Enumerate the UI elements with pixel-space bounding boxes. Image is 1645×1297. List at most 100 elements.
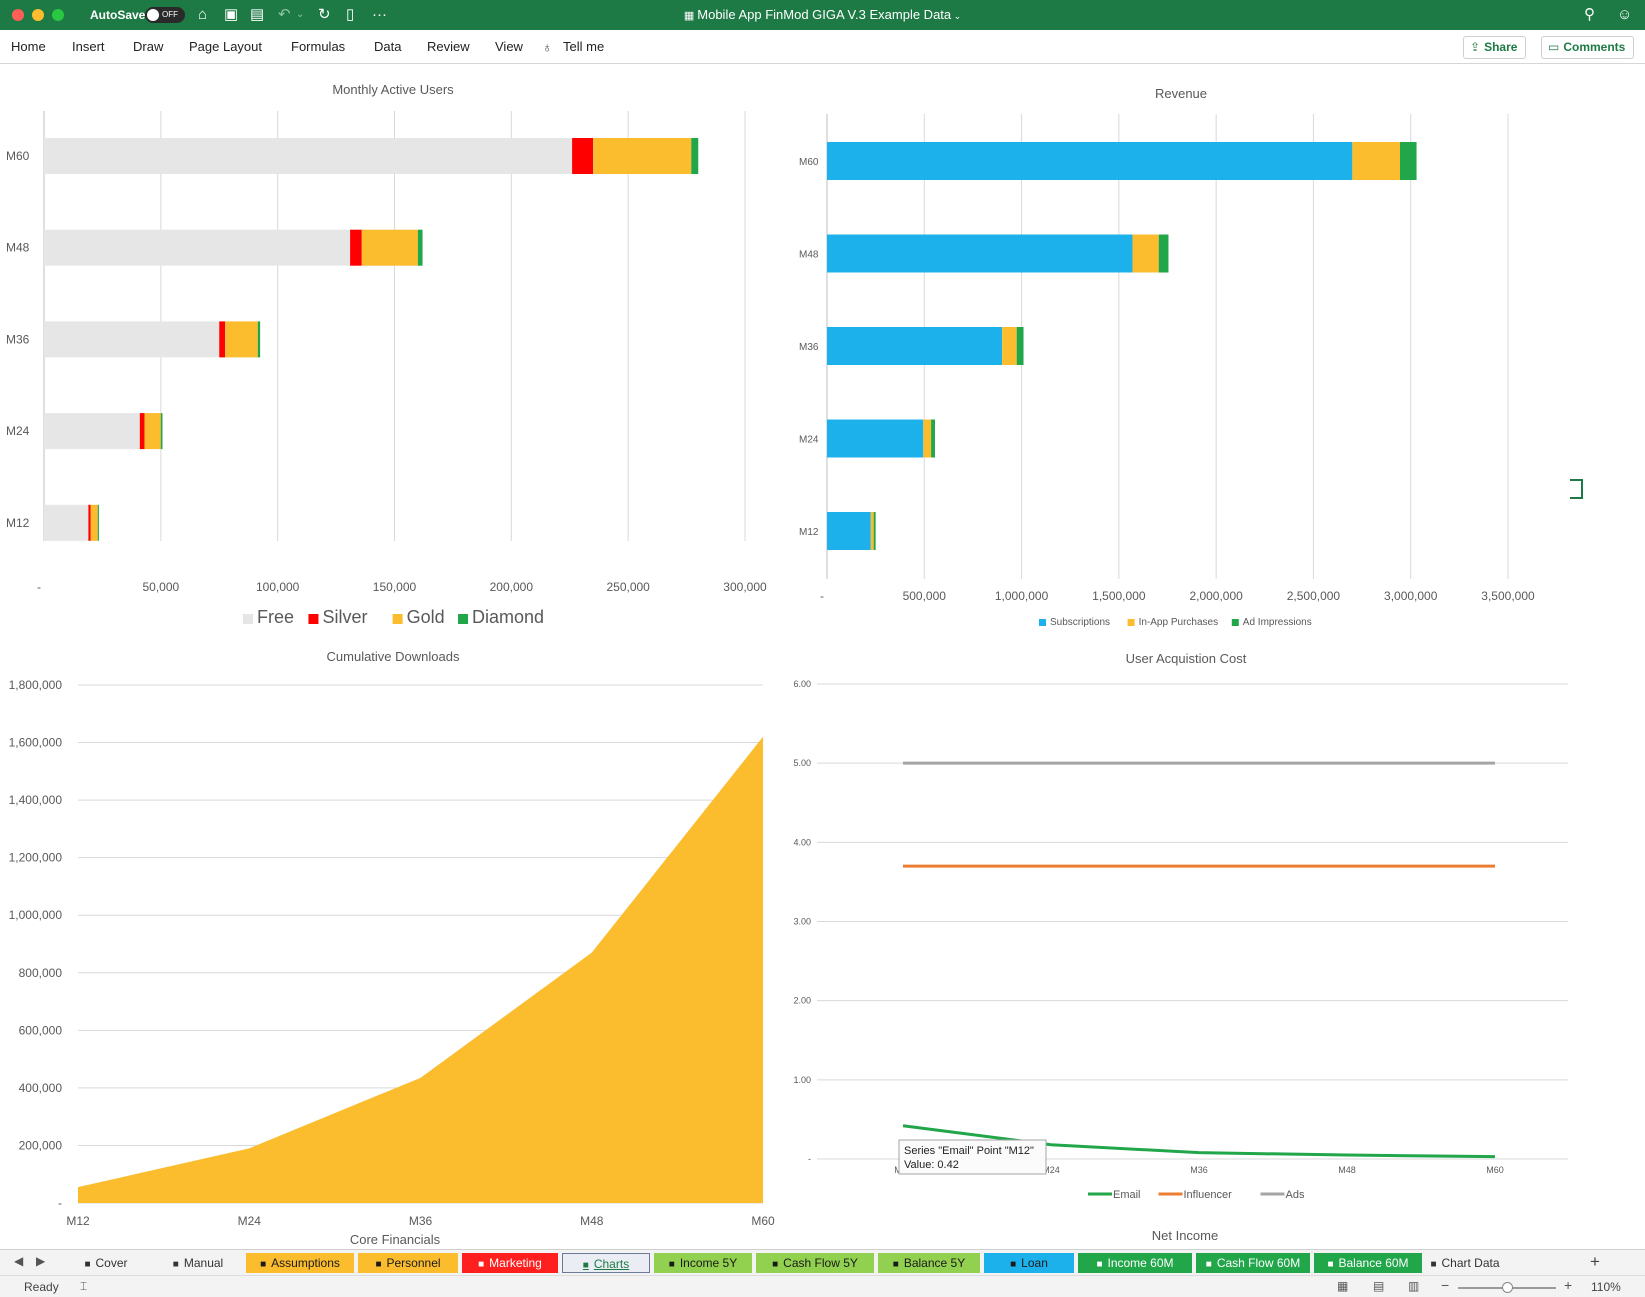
page-break-view-icon[interactable]: ▥	[1408, 1279, 1420, 1293]
x-tick-label: 200,000	[490, 580, 534, 594]
undo-dropdown-icon[interactable]: ⌄	[296, 9, 305, 20]
lock-icon: ■	[1205, 1259, 1212, 1270]
downloads-chart[interactable]: Cumulative Downloads - 200,000 400,000 600,0…	[0, 636, 790, 1248]
y-tick-label: 1,400,000	[9, 793, 63, 807]
bar-segment	[139, 413, 145, 450]
x-tick-label: 1,500,000	[1092, 589, 1146, 603]
uac-chart[interactable]: User Acquistion Cost - 1.00 2.00 3.00 4.00 5.0…	[785, 636, 1585, 1248]
legend-swatch	[1231, 619, 1239, 626]
previous-sheet-icon[interactable]: ◀	[14, 1254, 24, 1268]
bar-segment	[257, 321, 261, 358]
bar-segment	[873, 512, 876, 550]
selection-handle[interactable]	[1570, 479, 1583, 499]
sheet-tab-label: Manual	[183, 1256, 224, 1270]
legend-swatch	[392, 614, 403, 624]
bar-segment	[827, 327, 1003, 365]
menu-draw[interactable]: Draw	[133, 39, 164, 54]
bar-segment	[827, 512, 871, 550]
sheet-tab-cash-flow-60m[interactable]: ■ Cash Flow 60M	[1196, 1253, 1310, 1273]
sheet-tab-balance-60m[interactable]: ■ Balance 60M	[1314, 1253, 1422, 1273]
menu-view[interactable]: View	[495, 39, 523, 54]
bar-segment	[1132, 234, 1159, 273]
document-title[interactable]: ▦ Mobile App FinMod GIGA V.3 Example Dat…	[0, 7, 1645, 22]
sheet-tab-loan[interactable]: ■ Loan	[984, 1253, 1074, 1273]
menu-data[interactable]: Data	[374, 39, 402, 54]
save-icon[interactable]: ▣	[224, 6, 239, 23]
x-tick-label: 2,000,000	[1189, 589, 1243, 603]
share-button[interactable]: ⇪ Share	[1463, 36, 1527, 59]
normal-view-icon[interactable]: ▦	[1337, 1279, 1349, 1293]
sheet-tab-cover[interactable]: ■ Cover	[62, 1253, 150, 1273]
x-tick-label: M60	[751, 1214, 775, 1228]
y-tick-label: 1,800,000	[9, 678, 63, 692]
save-as-icon[interactable]: ▤	[250, 6, 265, 23]
mau-chart[interactable]: Monthly Active Users - 50,000 100,000 150,00…	[0, 66, 780, 636]
menu-page-layout[interactable]: Page Layout	[189, 39, 263, 54]
revenue-chart[interactable]: Revenue - 500,000 1,000,000 1,500,000 2,000,0…	[785, 66, 1575, 636]
sheet-tab-chart-data[interactable]: ■ Chart Data	[1426, 1253, 1504, 1273]
sheet-tab-marketing[interactable]: ■ Marketing	[462, 1253, 558, 1273]
category-label: M48	[6, 241, 30, 255]
add-sheet-button[interactable]: +	[1590, 1252, 1600, 1271]
share-label: Share	[1484, 40, 1518, 54]
bar-segment	[219, 321, 226, 358]
menu-insert[interactable]: Insert	[72, 39, 105, 54]
next-sheet-icon[interactable]: ▶	[36, 1254, 46, 1268]
menu-formulas[interactable]: Formulas	[291, 39, 346, 54]
zoom-out-icon[interactable]: −	[1441, 1277, 1450, 1293]
chart-title: Monthly Active Users	[332, 82, 454, 97]
sheet-tab-balance-5y[interactable]: ■ Balance 5Y	[878, 1253, 980, 1273]
page-layout-view-icon[interactable]: ▤	[1373, 1279, 1385, 1293]
bar-segment	[350, 229, 362, 266]
close-window-button[interactable]	[12, 9, 24, 21]
x-tick-label: M48	[580, 1214, 604, 1228]
lock-icon: ■	[1010, 1259, 1017, 1270]
legend-label: Free	[257, 607, 294, 627]
comments-button[interactable]: ▭ Comments	[1541, 36, 1635, 59]
search-icon[interactable]: ⚲	[1584, 6, 1595, 23]
sheet-tab-income-5y[interactable]: ■ Income 5Y	[654, 1253, 752, 1273]
comment-icon: ▭	[1548, 40, 1560, 54]
line-series	[902, 1124, 1496, 1159]
x-tick-label: 100,000	[256, 580, 300, 594]
minimize-window-button[interactable]	[32, 9, 44, 21]
menu-home[interactable]: Home	[11, 39, 46, 54]
sheet-tab-cash-flow-5y[interactable]: ■ Cash Flow 5Y	[756, 1253, 874, 1273]
accessibility-icon[interactable]: ⌶	[80, 1279, 88, 1293]
category-label: M24	[799, 435, 819, 446]
zoom-level[interactable]: 110%	[1591, 1280, 1621, 1294]
bar-segment	[160, 413, 163, 450]
lock-icon: ■	[84, 1259, 91, 1270]
category-label: M24	[6, 424, 30, 438]
y-tick-label: 400,000	[19, 1081, 63, 1095]
zoom-in-icon[interactable]: +	[1564, 1277, 1573, 1293]
sheet-tab-personnel[interactable]: ■ Personnel	[358, 1253, 458, 1273]
maximize-window-button[interactable]	[52, 9, 64, 21]
sheet-tab-income-60m[interactable]: ■ Income 60M	[1078, 1253, 1192, 1273]
lock-icon: ■	[172, 1259, 179, 1270]
account-icon[interactable]: ☺	[1617, 6, 1633, 23]
menu-review[interactable]: Review	[427, 39, 470, 54]
x-tick-label: M12	[66, 1214, 90, 1228]
more-icon[interactable]: ···	[372, 6, 387, 23]
x-tick-label: M48	[1338, 1165, 1356, 1175]
lock-icon: ■	[260, 1259, 267, 1270]
new-document-icon[interactable]: ▯	[346, 6, 355, 23]
sheet-tab-assumptions[interactable]: ■ Assumptions	[246, 1253, 354, 1273]
bar-segment	[931, 419, 935, 458]
x-tick-label: 150,000	[373, 580, 417, 594]
sheet-tab-bar: ◀ ▶ ■ Cover ■ Manual ■ Assumptions ■ Personnel ■…	[0, 1249, 1645, 1275]
zoom-slider-knob[interactable]	[1502, 1282, 1513, 1293]
home-icon[interactable]: ⌂	[198, 6, 208, 23]
redo-icon[interactable]: ↻	[318, 6, 331, 23]
sheet-tab-charts[interactable]: ■ Charts	[562, 1253, 650, 1273]
sheet-tab-manual[interactable]: ■ Manual	[154, 1253, 242, 1273]
legend-swatch	[458, 614, 469, 624]
tell-me-search[interactable]: Tell me	[563, 39, 605, 54]
lightbulb-icon[interactable]: ♁	[542, 39, 553, 55]
sheet-tab-label: Balance 60M	[1338, 1256, 1409, 1270]
autosave-toggle[interactable]: OFF	[145, 7, 185, 23]
y-tick-label: 1,200,000	[9, 851, 63, 865]
undo-icon[interactable]: ↶	[278, 6, 291, 23]
sheet-tab-label: Cash Flow 5Y	[783, 1256, 858, 1270]
